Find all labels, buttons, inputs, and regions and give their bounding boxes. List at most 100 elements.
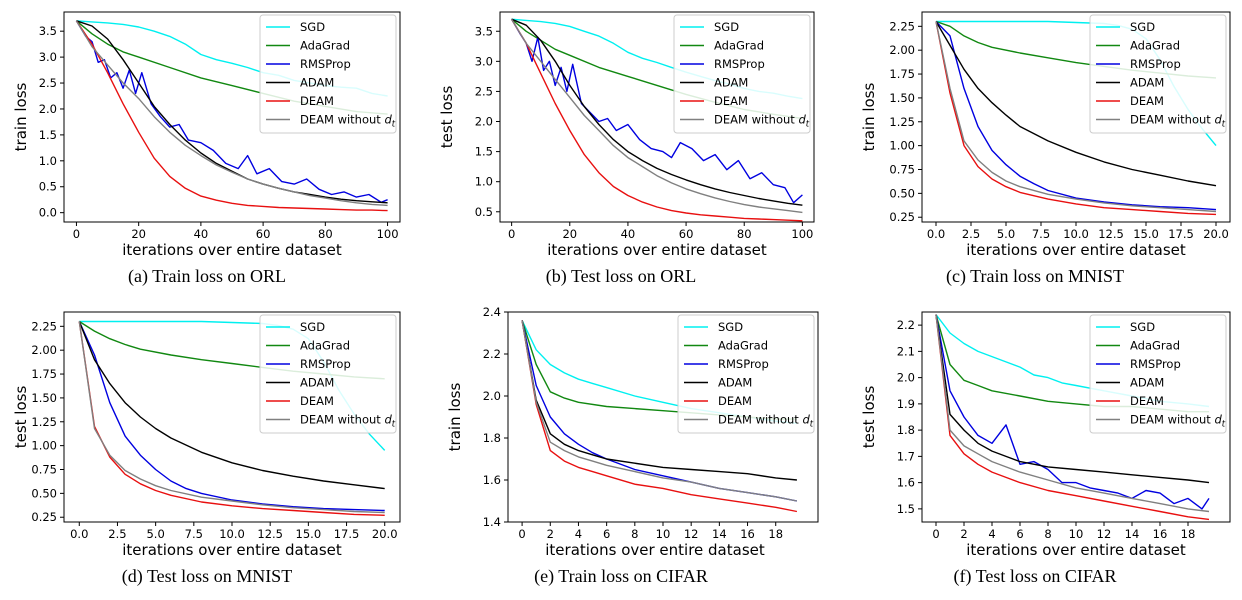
x-tick-label: 8	[631, 527, 638, 541]
x-tick-label: 16	[740, 527, 755, 541]
y-tick-label: 0.75	[31, 463, 57, 477]
legend-label-deam-without-d-t: DEAM without dt	[300, 113, 396, 130]
y-tick-label: 0.50	[31, 486, 57, 500]
x-tick-label: 17.5	[1168, 227, 1194, 241]
legend-box	[1089, 314, 1227, 434]
x-tick-label: 100	[377, 227, 399, 241]
legend-label-adam: ADAM	[300, 376, 334, 390]
y-tick-label: 2.5	[475, 84, 493, 98]
plot-test-loss-cifar: 0 2 4 6 8 10 12 14 16 18 1.5 1.6 1.7 1.8 1.9 2.0 2.1 2.2 i…	[860, 311, 1231, 559]
legend: SGD AdaGrad RMSProp ADAM DEAM DEAM without dt	[677, 314, 815, 434]
legend-label-deam: DEAM	[300, 94, 334, 108]
y-axis-label: test loss	[438, 86, 456, 149]
x-tick-label: 10.0	[219, 527, 245, 541]
y-tick-label: 1.5	[39, 128, 57, 142]
x-tick-label: 12.5	[257, 527, 283, 541]
x-tick-label: 4	[988, 527, 995, 541]
plot-test-loss-orl: 0 20 40 60 80 100 0.5 1.0 1.5 2.0 2.5 3.0 3.5 iterati…	[438, 11, 815, 259]
y-tick-label: 1.75	[889, 67, 915, 81]
legend-label-adagrad: AdaGrad	[300, 339, 350, 353]
x-tick-label: 12	[1097, 527, 1112, 541]
series-adam-line	[935, 21, 1217, 187]
legend-box	[259, 314, 397, 434]
y-tick-label: 1.5	[475, 145, 493, 159]
y-tick-label: 2.2	[483, 347, 501, 361]
y-tick-label: 2.0	[897, 371, 915, 385]
y-tick-label: 1.6	[897, 476, 915, 490]
y-tick-label: 1.8	[897, 423, 915, 437]
series-rmsprop-line	[935, 314, 1210, 510]
chart-test-loss-cifar: 0 2 4 6 8 10 12 14 16 18 1.5 1.6 1.7 1.8 1.9 2.0 2.1 2.2 i…	[828, 300, 1242, 600]
chart-test-loss-mnist: 0.0 2.5 5.0 7.5 10.0 12.5 15.0 17.5 20.0 0.25 0.50…	[0, 300, 414, 600]
legend-box	[259, 14, 397, 134]
series-rmsprop-line	[935, 21, 1217, 211]
series-adam-line	[521, 320, 797, 481]
x-tick-label: 10	[1069, 527, 1084, 541]
y-tick-label: 1.0	[475, 175, 493, 189]
x-tick-label: 0	[518, 527, 525, 541]
chart-train-loss-cifar: 0 2 4 6 8 10 12 14 16 18 1.4 1.6 1.8 2.0 2.2 2.4 iterati…	[414, 300, 828, 600]
y-tick-label: 1.8	[483, 431, 501, 445]
x-tick-label: 12	[684, 527, 699, 541]
legend-label-deam-without-d-t: DEAM without dt	[1130, 413, 1226, 430]
legend-label-adam: ADAM	[714, 76, 748, 90]
caption-a: (a) Train loss on ORL	[127, 266, 286, 286]
legend-label-sgd: SGD	[1130, 320, 1155, 334]
x-tick-label: 20.0	[372, 527, 398, 541]
x-tick-label: 20.0	[1203, 227, 1229, 241]
x-tick-label: 0.0	[927, 227, 945, 241]
series-deam-line	[511, 18, 803, 222]
y-tick-label: 0.0	[39, 206, 57, 220]
legend-label-adam: ADAM	[300, 76, 334, 90]
chart-test-loss-orl: 0 20 40 60 80 100 0.5 1.0 1.5 2.0 2.5 3.0 3.5 iterati…	[414, 0, 828, 300]
plot-frame	[499, 11, 815, 223]
x-tick-label: 40	[621, 227, 636, 241]
x-tick-label: 2	[547, 527, 554, 541]
x-tick-label: 2.5	[108, 527, 126, 541]
x-tick-label: 7.5	[1032, 227, 1050, 241]
x-tick-label: 8	[1044, 527, 1051, 541]
y-tick-label: 1.50	[31, 391, 57, 405]
y-tick-label: 3.5	[475, 24, 493, 38]
y-tick-label: 1.25	[889, 115, 915, 129]
y-tick-label: 2.0	[483, 389, 501, 403]
plot-train-loss-mnist: 0.0 2.5 5.0 7.5 10.0 12.5 15.0 17.5 20.0 0.25 0.50…	[860, 11, 1231, 259]
y-axis-label: train loss	[860, 82, 878, 151]
x-tick-label: 0	[508, 227, 515, 241]
x-tick-label: 15.0	[1133, 227, 1159, 241]
x-tick-label: 18	[1181, 527, 1196, 541]
chart-train-loss-orl: 0 20 40 60 80 100 0.0 0.5 1.0 1.5 2.0 2.5 3.0 3.5 iter…	[0, 0, 414, 300]
legend: SGD AdaGrad RMSProp ADAM DEAM DEAM without dt	[673, 14, 811, 134]
x-tick-label: 6	[603, 527, 610, 541]
y-tick-label: 2.0	[475, 115, 493, 129]
legend: SGD AdaGrad RMSProp ADAM DEAM DEAM without dt	[259, 14, 397, 134]
series-deam-line	[75, 20, 388, 212]
y-tick-label: 1.5	[897, 502, 915, 516]
legend-label-deam: DEAM	[300, 394, 334, 408]
y-tick-label: 0.5	[475, 205, 493, 219]
y-tick-label: 1.00	[889, 139, 915, 153]
series-deam-without-d-t-line	[521, 320, 798, 502]
legend: SGD AdaGrad RMSProp ADAM DEAM DEAM without dt	[259, 314, 397, 434]
legend-box	[677, 314, 815, 434]
caption-d: (d) Test loss on MNIST	[121, 566, 293, 586]
legend-label-deam: DEAM	[1130, 394, 1164, 408]
y-axis-label: train loss	[12, 82, 30, 151]
series-deam-line	[521, 320, 798, 513]
legend-label-deam-without-d-t: DEAM without dt	[1130, 113, 1226, 130]
y-tick-label: 2.25	[889, 19, 915, 33]
x-axis-label: iterations over entire dataset	[122, 241, 342, 259]
series-rmsprop-line	[78, 321, 385, 512]
series-adam-line	[511, 18, 803, 206]
legend: SGD AdaGrad RMSProp ADAM DEAM DEAM without dt	[1089, 14, 1227, 134]
legend: SGD AdaGrad RMSProp ADAM DEAM DEAM without dt	[1089, 314, 1227, 434]
legend-label-sgd: SGD	[300, 320, 325, 334]
x-tick-label: 20	[131, 227, 146, 241]
legend-label-rmsprop: RMSProp	[1130, 57, 1181, 71]
y-tick-label: 2.00	[889, 43, 915, 57]
legend-label-adam: ADAM	[1130, 376, 1164, 390]
plot-train-loss-cifar: 0 2 4 6 8 10 12 14 16 18 1.4 1.6 1.8 2.0 2.2 2.4 iterati…	[446, 305, 819, 559]
y-tick-label: 1.9	[897, 397, 915, 411]
series-adam-line	[935, 314, 1210, 484]
y-tick-label: 2.25	[31, 319, 57, 333]
